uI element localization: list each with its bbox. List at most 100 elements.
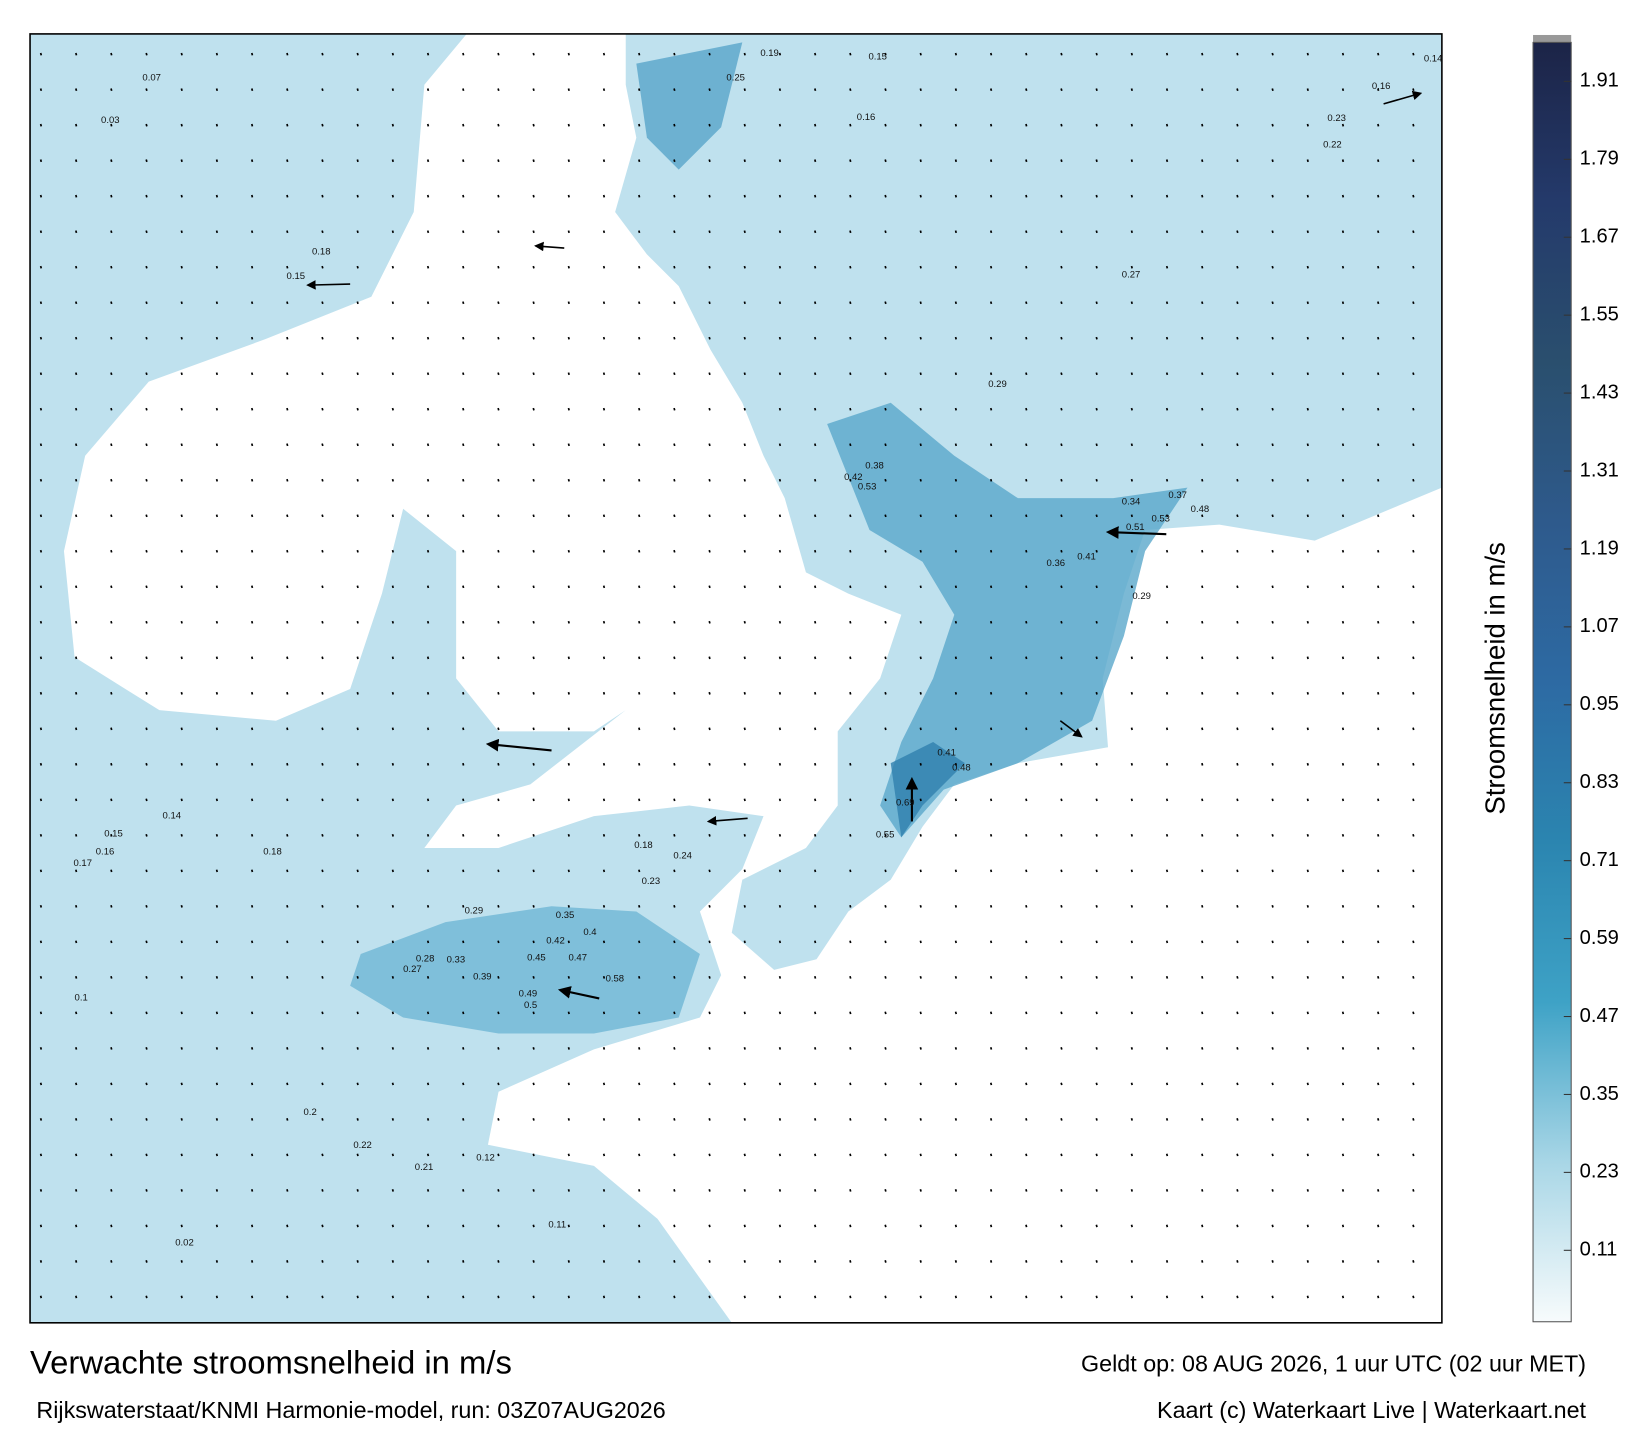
grid-dot: [250, 194, 254, 198]
grid-dot: [989, 159, 993, 163]
grid-dot: [250, 514, 254, 518]
grid-dot: [1341, 88, 1345, 92]
grid-dot: [602, 869, 606, 873]
grid-dot: [954, 762, 958, 766]
grid-dot: [884, 833, 887, 837]
speed-label: 0.24: [673, 851, 692, 862]
grid-dot: [1165, 265, 1169, 269]
grid-dot: [849, 727, 852, 731]
grid-dot: [321, 407, 324, 411]
grid-dot: [1271, 1295, 1274, 1299]
grid-dot: [1306, 514, 1309, 518]
grid-dot: [1060, 585, 1063, 589]
grid-dot: [1025, 159, 1028, 163]
grid-dot: [1025, 194, 1028, 198]
grid-dot: [1271, 549, 1274, 553]
grid-dot: [884, 265, 887, 269]
grid-dot: [1377, 1082, 1380, 1086]
grid-dot: [1412, 1189, 1415, 1192]
grid-dot: [497, 372, 500, 376]
grid-dot: [426, 1260, 430, 1263]
grid-dot: [75, 727, 78, 731]
grid-dot: [1236, 123, 1239, 127]
grid-dot: [1341, 1295, 1345, 1299]
grid-dot: [75, 230, 78, 234]
grid-dot: [180, 904, 183, 908]
grid-dot: [1060, 549, 1063, 553]
grid-dot: [462, 301, 465, 305]
grid-dot: [708, 1260, 711, 1263]
grid-dot: [567, 1118, 570, 1121]
grid-dot: [1025, 443, 1028, 447]
grid-dot: [1060, 1260, 1063, 1263]
grid-dot: [497, 336, 500, 340]
grid-dot: [814, 904, 817, 908]
grid-dot: [1306, 265, 1309, 269]
grid-dot: [356, 656, 359, 660]
grid-dot: [321, 833, 324, 837]
grid-dot: [1025, 549, 1028, 553]
grid-dot: [1306, 833, 1309, 837]
grid-dot: [39, 52, 43, 56]
grid-dot: [180, 762, 183, 766]
grid-dot: [919, 372, 922, 376]
grid-dot: [1060, 833, 1063, 837]
grid-dot: [1377, 833, 1380, 837]
grid-dot: [1130, 585, 1133, 589]
grid-dot: [1095, 940, 1098, 944]
grid-dot: [497, 265, 500, 269]
speed-label: 0.16: [857, 112, 876, 123]
grid-dot: [462, 833, 465, 837]
grid-dot: [75, 620, 78, 624]
grid-dot: [567, 1295, 570, 1299]
grid-dot: [743, 301, 746, 305]
grid-dot: [1060, 940, 1063, 944]
grid-dot: [1341, 691, 1345, 695]
grid-dot: [1201, 265, 1204, 269]
speed-labels: 0.690.550.480.410.580.490.50.470.450.420…: [74, 48, 1442, 1248]
grid-dot: [215, 656, 219, 660]
grid-dot: [356, 1011, 359, 1015]
grid-dot: [1341, 514, 1345, 518]
grid-dot: [180, 265, 183, 269]
grid-dot: [321, 549, 324, 553]
grid-dot: [356, 514, 359, 518]
grid-dot: [321, 691, 324, 695]
grid-dot: [532, 1082, 535, 1086]
grid-dot: [919, 301, 922, 305]
grid-dot: [39, 762, 43, 766]
grid-dot: [743, 52, 746, 56]
grid-dot: [286, 1295, 289, 1299]
grid-dot: [180, 833, 183, 837]
grid-dot: [1060, 159, 1063, 163]
grid-dot: [1341, 762, 1345, 766]
grid-dot: [1271, 975, 1274, 979]
grid-dot: [884, 407, 887, 411]
grid-dot: [215, 940, 219, 944]
grid-dot: [356, 407, 359, 411]
grid-dot: [145, 88, 148, 92]
grid-dot: [919, 940, 922, 944]
grid-dot: [1271, 1082, 1274, 1086]
grid-dot: [989, 265, 993, 269]
grid-dot: [321, 123, 324, 127]
grid-dot: [1165, 443, 1169, 447]
grid-dot: [1377, 585, 1380, 589]
grid-dot: [849, 869, 852, 873]
grid-dot: [426, 904, 430, 908]
grid-dot: [919, 727, 922, 731]
grid-dot: [1095, 52, 1098, 56]
grid-dot: [286, 407, 289, 411]
grid-dot: [1412, 975, 1415, 979]
grid-dot: [286, 1189, 289, 1192]
grid-dot: [1271, 1224, 1274, 1228]
grid-dot: [250, 869, 254, 873]
grid-dot: [110, 904, 113, 908]
grid-dot: [954, 443, 958, 447]
grid-dot: [1412, 1082, 1415, 1086]
grid-dot: [391, 727, 394, 731]
grid-dot: [814, 1153, 817, 1157]
grid-dot: [39, 1295, 43, 1299]
grid-dot: [1095, 691, 1098, 695]
speed-label: 0.18: [263, 846, 282, 857]
